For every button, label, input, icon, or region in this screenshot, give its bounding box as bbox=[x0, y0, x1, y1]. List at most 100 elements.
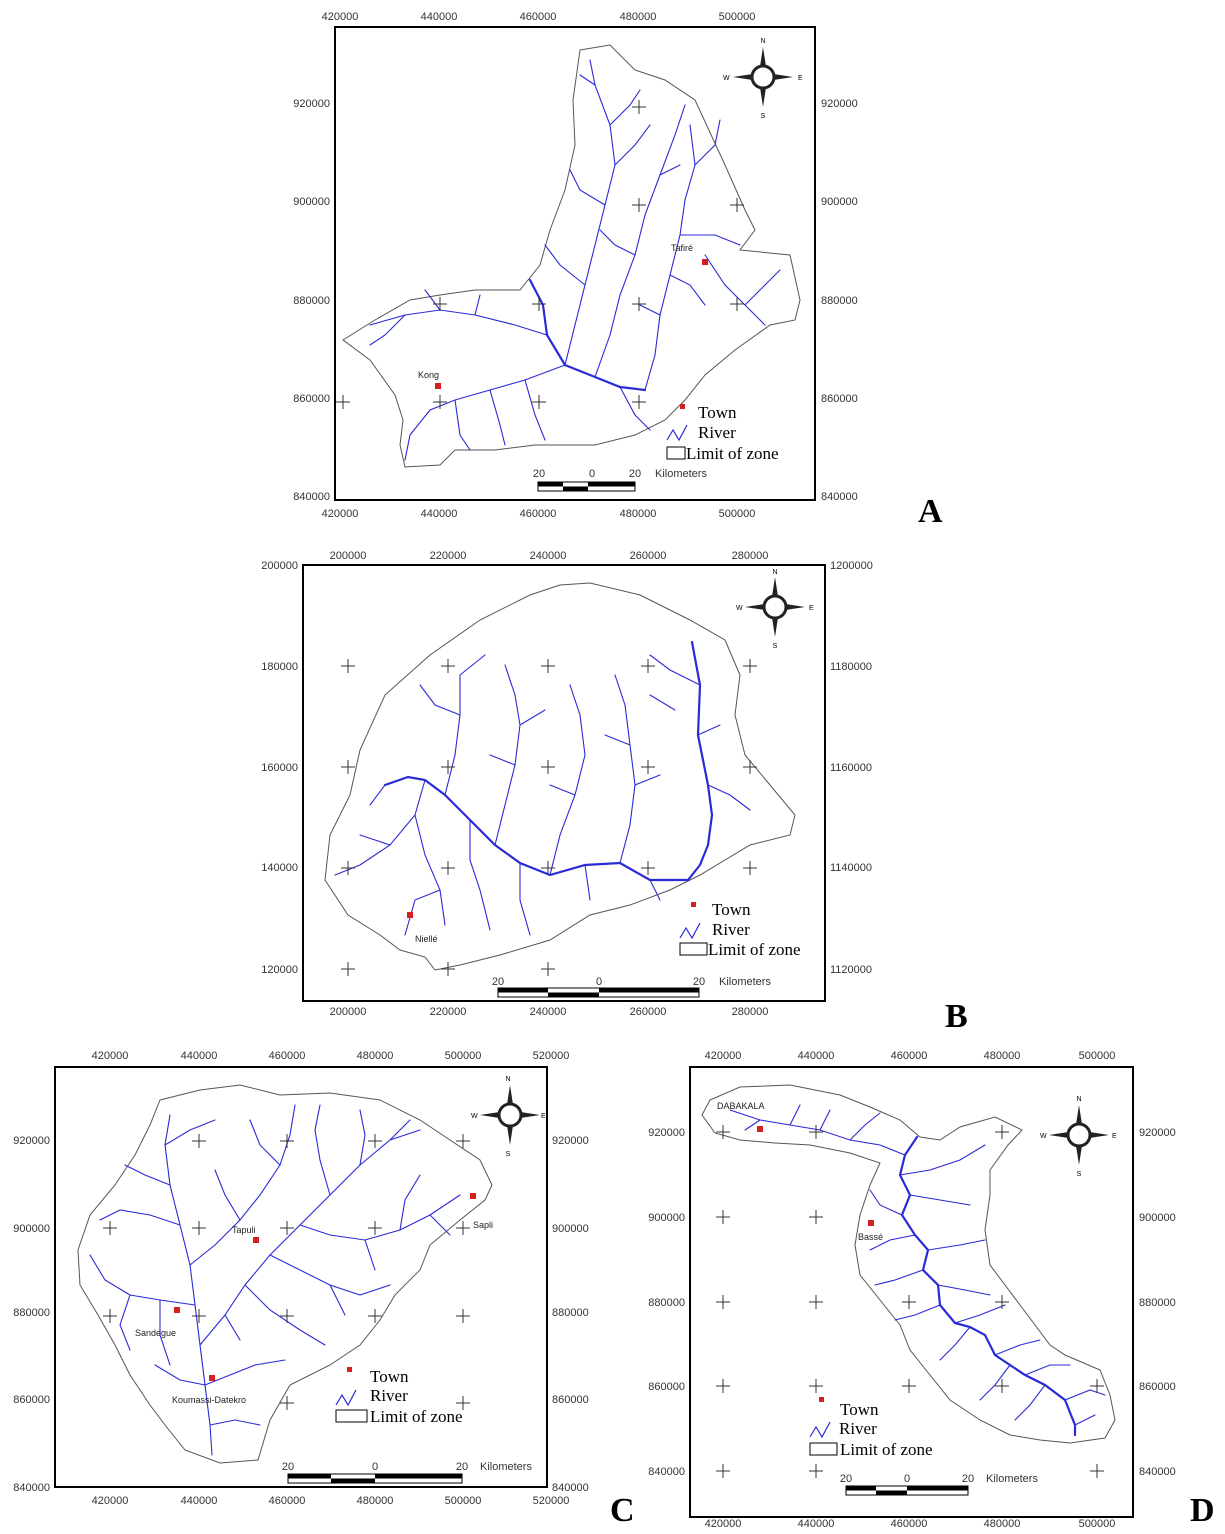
legend-river: River bbox=[839, 1419, 877, 1438]
x-tick: 440000 bbox=[181, 1495, 218, 1505]
legend-river: River bbox=[712, 920, 750, 939]
y-tick: 840000 bbox=[1139, 1466, 1176, 1478]
town-marker bbox=[174, 1307, 180, 1313]
map-c-svg: 420000 440000 460000 480000 500000 52000… bbox=[13, 1050, 589, 1507]
y-tick: 860000 bbox=[552, 1394, 589, 1406]
panel-letter-a: A bbox=[918, 493, 943, 530]
town-label: Bassé bbox=[858, 1232, 883, 1242]
x-tick: 460000 bbox=[891, 1050, 928, 1062]
svg-text:Kilometers: Kilometers bbox=[480, 1461, 532, 1473]
legend-limit-icon bbox=[679, 942, 708, 956]
map-a-top-ticks: 420000 440000 460000 480000 500000 bbox=[322, 11, 756, 23]
x-tick: 420000 bbox=[92, 1495, 129, 1505]
map-c-bottom-ticks: 420000 440000 460000 480000 500000 52000… bbox=[92, 1495, 570, 1507]
x-tick: 440000 bbox=[421, 11, 458, 23]
map-c-legend: Town River Limit of zone bbox=[335, 1367, 463, 1426]
x-tick: 480000 bbox=[620, 11, 657, 23]
x-tick: 460000 bbox=[520, 11, 557, 23]
x-tick: 480000 bbox=[357, 1495, 394, 1505]
map-d-left-ticks: 920000 900000 880000 860000 840000 bbox=[648, 1127, 685, 1478]
svg-text:0: 0 bbox=[596, 976, 602, 988]
svg-text:S: S bbox=[506, 1151, 511, 1158]
y-tick: 920000 bbox=[13, 1135, 50, 1147]
legend-town-marker bbox=[347, 1367, 352, 1372]
x-tick: 260000 bbox=[630, 550, 667, 562]
map-a-zone-boundary bbox=[342, 44, 801, 468]
x-tick: 220000 bbox=[430, 1006, 467, 1015]
map-b-rivers bbox=[334, 640, 751, 936]
y-tick: 880000 bbox=[1139, 1297, 1176, 1309]
town-marker bbox=[253, 1237, 259, 1243]
svg-text:N: N bbox=[772, 569, 777, 576]
x-tick: 460000 bbox=[269, 1495, 306, 1505]
x-tick: 460000 bbox=[520, 508, 557, 520]
map-panel-d: 420000 440000 460000 480000 500000 42000… bbox=[630, 1045, 1210, 1530]
y-tick: 880000 bbox=[648, 1297, 685, 1309]
legend-town: Town bbox=[840, 1400, 879, 1419]
town-label: Koumassi-Datekro bbox=[172, 1395, 246, 1405]
svg-text:N: N bbox=[505, 1076, 510, 1083]
map-a-svg: 420000 440000 460000 480000 500000 42000… bbox=[293, 11, 858, 520]
map-c-left-ticks: 920000 900000 880000 860000 840000 bbox=[13, 1135, 50, 1494]
y-tick: 880000 bbox=[552, 1307, 589, 1319]
x-tick: 420000 bbox=[322, 508, 359, 520]
y-tick: 120000 bbox=[261, 964, 298, 976]
legend-limit-icon bbox=[666, 446, 686, 460]
legend-limit: Limit of zone bbox=[370, 1407, 463, 1426]
town-marker bbox=[757, 1126, 763, 1132]
y-tick: 180000 bbox=[261, 661, 298, 673]
y-tick: 1140000 bbox=[830, 862, 872, 874]
x-tick: 440000 bbox=[798, 1518, 835, 1527]
map-b-left-ticks: 200000 180000 160000 140000 120000 bbox=[261, 560, 298, 976]
legend-town: Town bbox=[698, 403, 737, 422]
map-c-rivers bbox=[89, 1104, 461, 1456]
y-tick: 1160000 bbox=[830, 762, 872, 774]
x-tick: 240000 bbox=[530, 1006, 567, 1015]
legend-limit: Limit of zone bbox=[708, 940, 801, 959]
x-tick: 260000 bbox=[630, 1006, 667, 1015]
panel-letter-d: D bbox=[1190, 1492, 1215, 1529]
x-tick: 420000 bbox=[322, 11, 359, 23]
svg-text:20: 20 bbox=[456, 1461, 468, 1473]
town-marker bbox=[868, 1220, 874, 1226]
map-b-scale-bar: 20 0 20 Kilometers bbox=[492, 976, 771, 998]
map-b-legend: Town River Limit of zone bbox=[679, 900, 801, 959]
x-tick: 420000 bbox=[705, 1518, 742, 1527]
svg-text:0: 0 bbox=[372, 1461, 378, 1473]
svg-text:20: 20 bbox=[840, 1473, 852, 1485]
map-a-bottom-ticks: 420000 440000 460000 480000 500000 bbox=[322, 508, 756, 520]
y-tick: 900000 bbox=[648, 1212, 685, 1224]
town-label: DABAKALA bbox=[717, 1101, 765, 1111]
map-panel-b: 200000 220000 240000 260000 280000 20000… bbox=[230, 545, 900, 1018]
y-tick: 840000 bbox=[821, 491, 858, 503]
map-d-scale-bar: 20 0 20 Kilometers bbox=[840, 1473, 1038, 1496]
compass-icon: N S E W bbox=[723, 38, 803, 120]
y-tick: 840000 bbox=[648, 1466, 685, 1478]
map-b-grid-crosses bbox=[341, 659, 757, 976]
svg-text:E: E bbox=[798, 75, 803, 82]
map-d-grid-crosses bbox=[716, 1125, 1104, 1478]
y-tick: 860000 bbox=[821, 393, 858, 405]
svg-text:0: 0 bbox=[904, 1473, 910, 1485]
svg-text:W: W bbox=[736, 605, 743, 612]
y-tick: 840000 bbox=[293, 491, 330, 503]
svg-text:Kilometers: Kilometers bbox=[655, 468, 707, 480]
map-panel-a: 420000 440000 460000 480000 500000 42000… bbox=[275, 5, 915, 535]
panel-letter-b: B bbox=[945, 998, 968, 1035]
legend-limit-icon bbox=[809, 1442, 838, 1456]
legend-river-icon bbox=[809, 1421, 831, 1439]
y-tick: 900000 bbox=[1139, 1212, 1176, 1224]
map-b-zone-boundary bbox=[324, 582, 796, 971]
town-label: Niellé bbox=[415, 934, 438, 944]
svg-text:20: 20 bbox=[962, 1473, 974, 1485]
map-a-scale-bar: 20 0 20 Kilometers bbox=[533, 468, 707, 492]
map-b-svg: 200000 220000 240000 260000 280000 20000… bbox=[261, 550, 873, 1018]
y-tick: 920000 bbox=[821, 98, 858, 110]
town-label: Sapli bbox=[473, 1220, 493, 1230]
map-c-top-ticks: 420000 440000 460000 480000 500000 52000… bbox=[92, 1050, 570, 1062]
y-tick: 880000 bbox=[821, 295, 858, 307]
town-marker bbox=[435, 383, 441, 389]
legend-town: Town bbox=[370, 1367, 409, 1386]
town-label: Sandegue bbox=[135, 1328, 176, 1338]
compass-icon: N S E W bbox=[1040, 1096, 1117, 1178]
